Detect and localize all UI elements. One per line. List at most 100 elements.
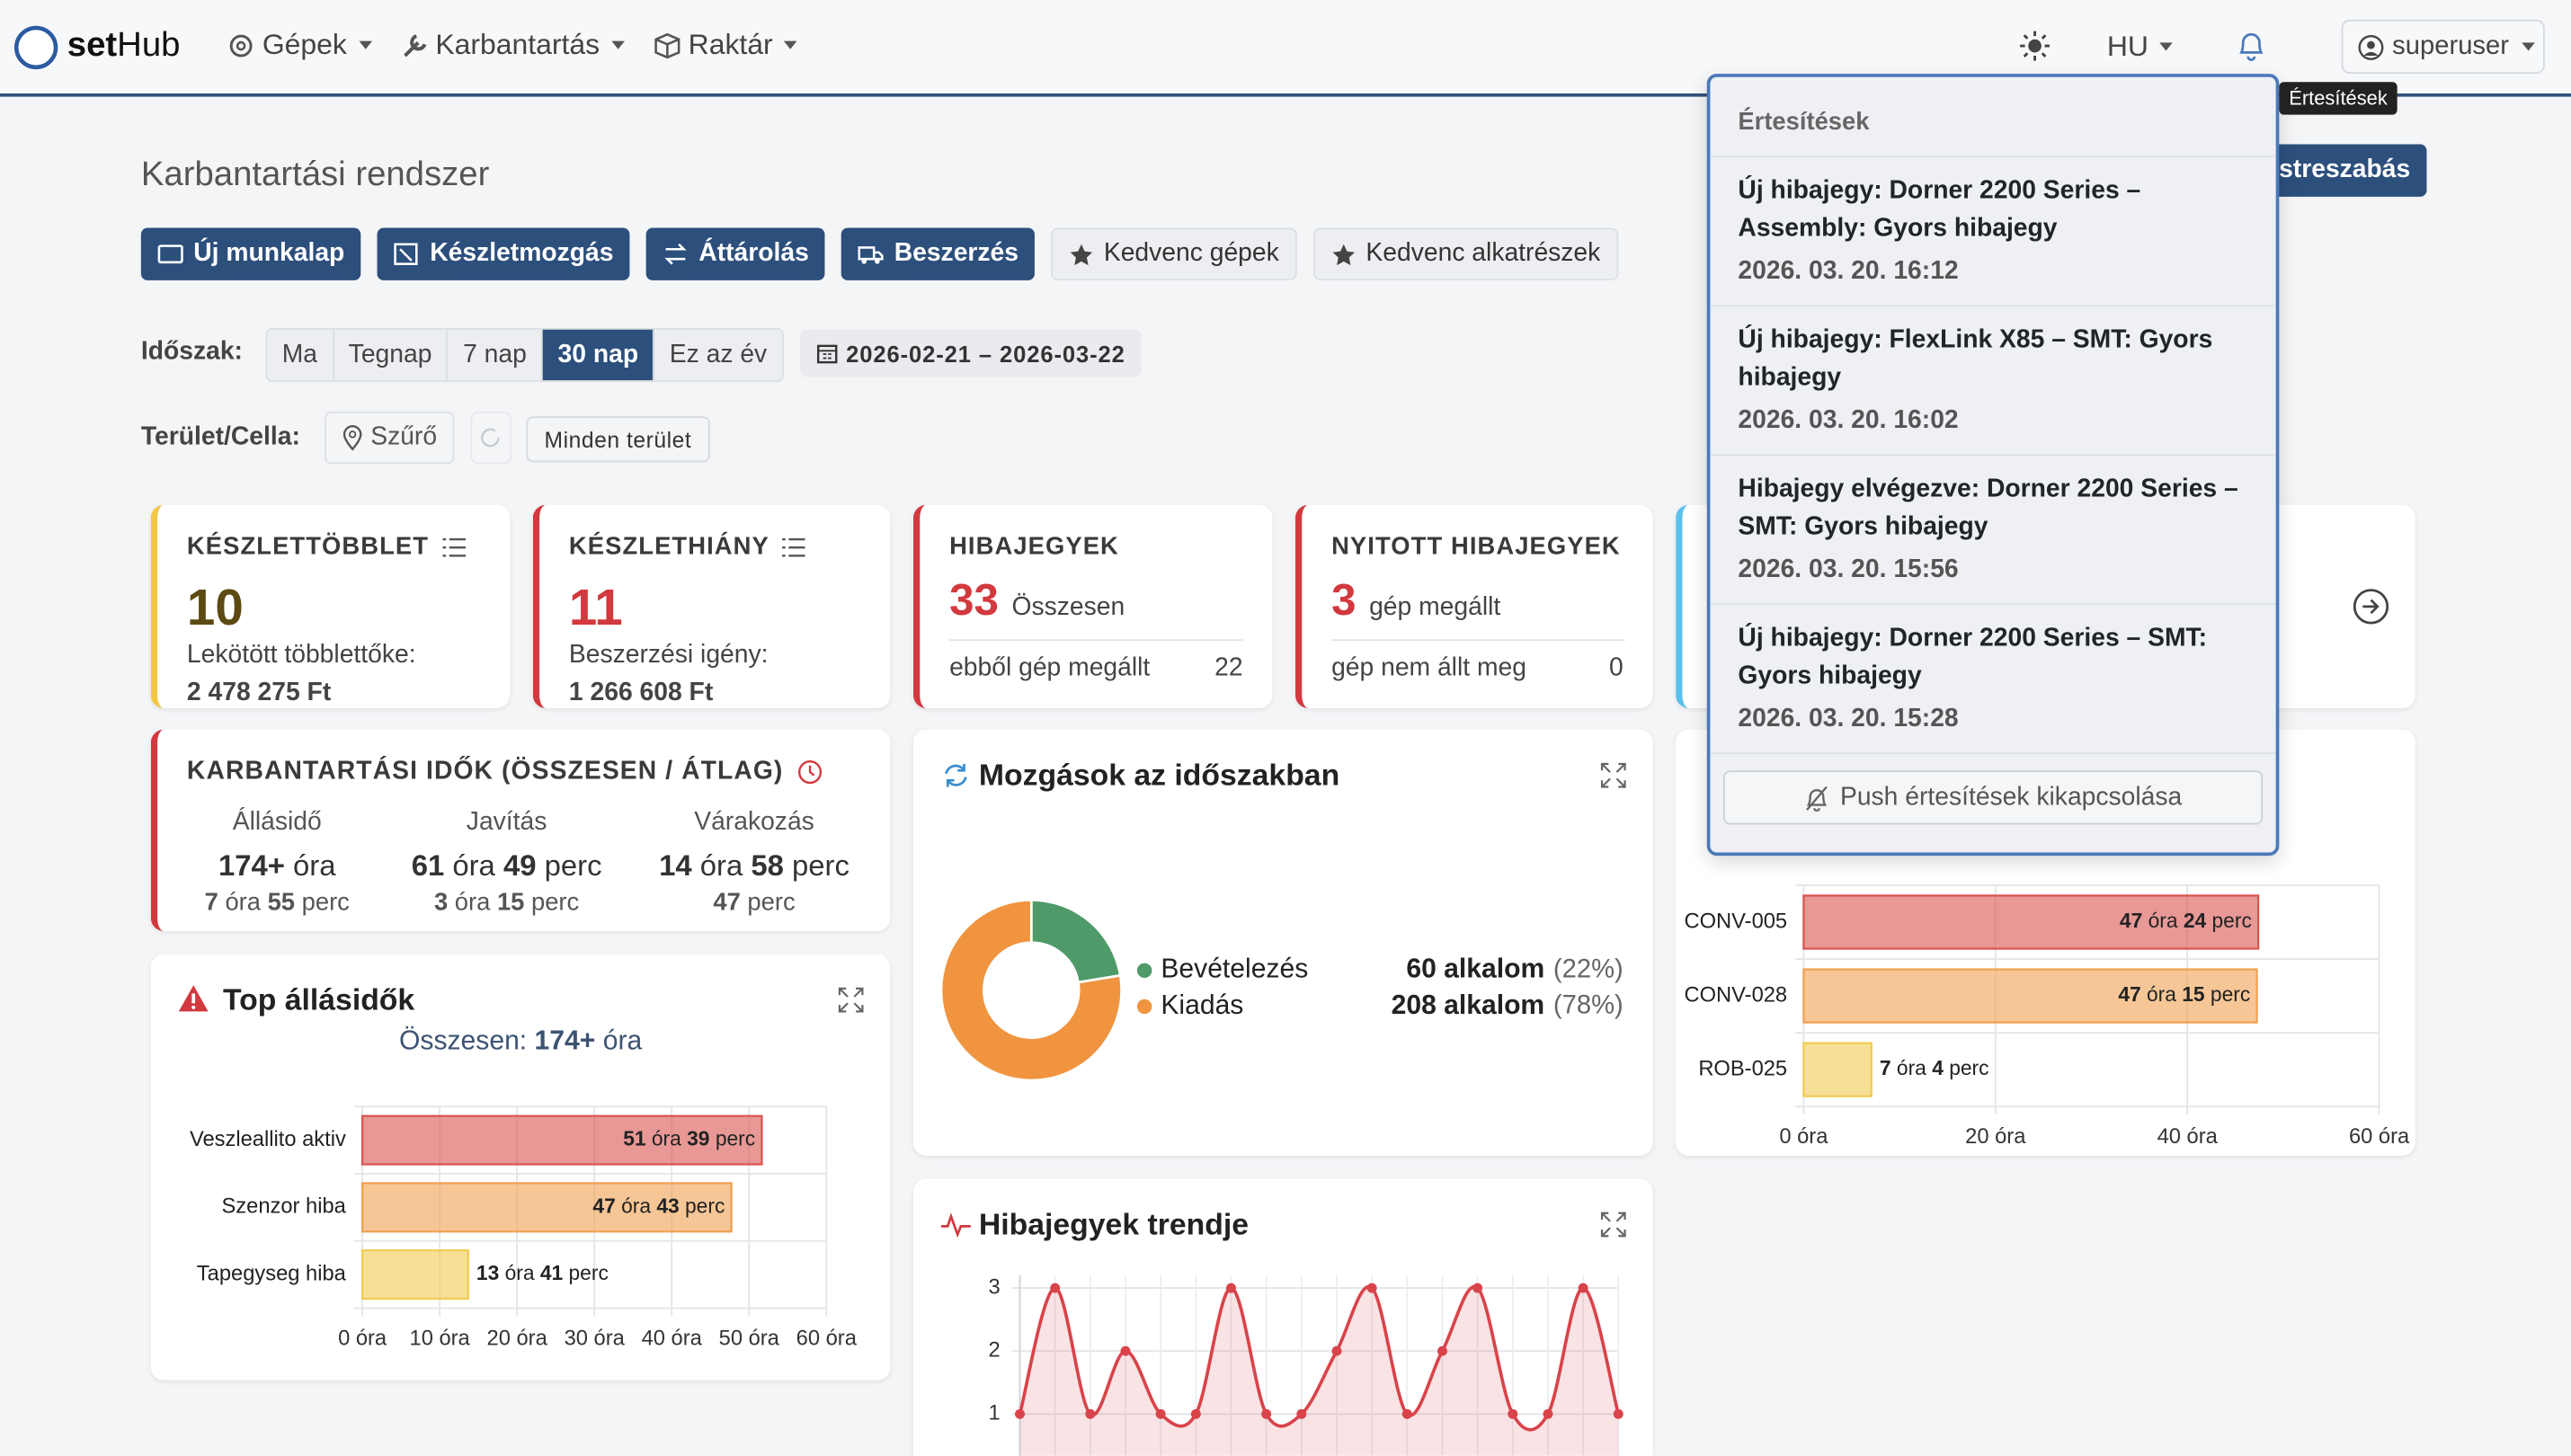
- action-button[interactable]: Beszerzés: [841, 227, 1036, 280]
- card-value-row: 33 Összesen: [949, 575, 1125, 626]
- kpi-card[interactable]: KÉSZLETTÖBBLET 10 Lekötött többlettőke: …: [150, 504, 511, 708]
- maint-total: 174+ óra: [218, 848, 336, 883]
- notifications-dropdown: Értesítések Új hibajegy: Dorner 2200 Ser…: [1706, 74, 2280, 857]
- button-label: Push értesítések kikapcsolása: [1839, 782, 2183, 811]
- notification-item[interactable]: Új hibajegy: Dorner 2200 Series – SMT: G…: [1710, 605, 2276, 755]
- maint-average: 3 óra 15 perc: [433, 888, 580, 917]
- maint-column: Várakozás 14 óra 58 perc 47 perc: [639, 806, 868, 919]
- icon: [945, 763, 967, 787]
- maint-total: 14 óra 58 perc: [659, 848, 850, 883]
- icon: [1806, 785, 1828, 811]
- user-menu[interactable]: superuser: [2341, 19, 2545, 75]
- icon: [394, 243, 418, 265]
- maint-column: Állásidő 174+ óra 7 óra 55 perc: [163, 806, 392, 919]
- button-label: Új munkalap: [193, 239, 345, 268]
- button-label: Beszerzés: [894, 239, 1019, 268]
- action-button[interactable]: Készletmozgás: [377, 227, 630, 280]
- card-value: 11: [568, 578, 623, 636]
- menu-item[interactable]: Gépek: [227, 28, 372, 62]
- area-label: Terület/Cella:: [140, 422, 300, 451]
- maint-average: 47 perc: [713, 888, 796, 917]
- period-option[interactable]: Tegnap: [334, 329, 449, 381]
- icon: [654, 32, 680, 58]
- maint-column: Javítás 61 óra 49 perc 3 óra 15 perc: [392, 806, 621, 919]
- button-label: Kedvenc gépek: [1103, 239, 1279, 268]
- button-label: Kedvenc alkatrészek: [1366, 239, 1601, 268]
- card-title-row: KÉSZLETTÖBBLET: [186, 532, 466, 561]
- maint-total: 61 óra 49 perc: [411, 848, 602, 883]
- action-bar: Új munkalap Készletmozgás Áttárolás Besz…: [140, 227, 1619, 280]
- kpi-card[interactable]: NYITOTT HIBAJEGYEK 3 gép megállt gép nem …: [1294, 504, 1653, 708]
- kpi-card[interactable]: HIBAJEGYEK 33 Összesen ebből gép megállt …: [912, 504, 1273, 708]
- action-button[interactable]: Kedvenc gépek: [1051, 227, 1297, 280]
- period-option[interactable]: 7 nap: [449, 329, 544, 381]
- brand[interactable]: setHub: [67, 26, 181, 66]
- card-unit: gép megállt: [1369, 593, 1501, 622]
- period-option[interactable]: Ma: [267, 329, 334, 381]
- chart-title: Top állásidők: [223, 981, 415, 1017]
- brand-bold: set: [67, 26, 118, 65]
- button-label: Készletmozgás: [430, 239, 614, 268]
- card-label: Beszerzési igény:: [568, 641, 769, 670]
- chart-subtitle: Összesen: 174+ óra: [398, 1025, 643, 1056]
- open-icon[interactable]: [2352, 587, 2391, 626]
- period-option[interactable]: Ez az év: [669, 340, 768, 368]
- maint-average: 7 óra 55 perc: [204, 888, 350, 917]
- menu-item[interactable]: Karbantartás: [399, 28, 625, 62]
- icon: [178, 985, 209, 1012]
- card-title: NYITOTT HIBAJEGYEK: [1331, 532, 1621, 561]
- icon: [229, 33, 253, 57]
- date-range[interactable]: 2026-02-21 – 2026-03-22: [800, 329, 1143, 377]
- card-amount: 2 478 275 Ft: [186, 679, 332, 707]
- button-label: Szűrő: [370, 422, 438, 451]
- icon: [858, 246, 885, 264]
- notification-item[interactable]: Hibajegy elvégezve: Dorner 2200 Series –…: [1710, 456, 2276, 606]
- button-label: Áttárolás: [698, 239, 809, 268]
- icon: [403, 33, 426, 57]
- card-title: HIBAJEGYEK: [949, 532, 1119, 561]
- filter-button[interactable]: Szűrő: [325, 411, 455, 465]
- notification-item[interactable]: Új hibajegy: Dorner 2200 Series – Assemb…: [1710, 157, 2276, 307]
- icon: [940, 1212, 971, 1238]
- card-value: 3: [1331, 575, 1357, 625]
- notification-title: Új hibajegy: FlexLink X85 – SMT: Gyors h…: [1738, 325, 2213, 392]
- icon: [343, 425, 362, 451]
- maint-label: Várakozás: [694, 808, 814, 837]
- card-label: Lekötött többlettőke:: [186, 641, 416, 670]
- icon: [441, 537, 466, 556]
- detail-label: gép nem állt meg: [1331, 653, 1526, 682]
- notification-time: 2026. 03. 20. 16:12: [1738, 257, 1959, 286]
- push-toggle-button[interactable]: Push értesítések kikapcsolása: [1723, 770, 2264, 825]
- expand-icon[interactable]: [1600, 762, 1626, 788]
- action-button[interactable]: Új munkalap: [140, 227, 361, 280]
- menu-label: Karbantartás: [435, 28, 600, 61]
- action-button[interactable]: Kedvenc alkatrészek: [1313, 227, 1619, 280]
- action-button[interactable]: Áttárolás: [645, 227, 826, 280]
- notification-item[interactable]: Új hibajegy: FlexLink X85 – SMT: Gyors h…: [1710, 306, 2276, 457]
- card-title: KÉSZLETTÖBBLET: [186, 532, 430, 561]
- card-unit: Összesen: [1011, 593, 1125, 622]
- maintenance-card: KARBANTARTÁSI IDŐK (ÖSSZESEN / ÁTLAG) Ál…: [150, 729, 891, 932]
- chart-card: Top állásidők Összesen: 174+ óra: [150, 954, 891, 1381]
- expand-icon[interactable]: [838, 987, 864, 1013]
- theme-toggle[interactable]: [2018, 30, 2051, 62]
- card-value: 10: [186, 578, 244, 636]
- navbar: setHub Gépek Karbantartás Raktár HU supe…: [0, 0, 2571, 97]
- notification-title: Hibajegy elvégezve: Dorner 2200 Series –…: [1738, 475, 2238, 541]
- notification-title: Új hibajegy: Dorner 2200 Series – SMT: G…: [1738, 624, 2208, 690]
- kpi-card[interactable]: KÉSZLETHIÁNY 11 Beszerzési igény: 1 266 …: [532, 504, 891, 708]
- period-option[interactable]: 30 nap: [543, 329, 655, 381]
- menu-item[interactable]: Raktár: [653, 28, 798, 62]
- language-switch[interactable]: HU: [2107, 30, 2174, 64]
- expand-icon[interactable]: [1600, 1212, 1626, 1238]
- notifications-bell[interactable]: [2235, 28, 2267, 64]
- area-value[interactable]: Minden terület: [526, 416, 710, 463]
- dropdown-header: Értesítések: [1710, 77, 2276, 158]
- reset-button[interactable]: [470, 411, 512, 465]
- user-name: superuser: [2392, 31, 2509, 60]
- date-text: 2026-02-21 – 2026-03-22: [846, 340, 1125, 367]
- tooltip: Értesítések: [2279, 82, 2398, 115]
- icon: [664, 243, 687, 265]
- detail-label: ebből gép megállt: [949, 653, 1151, 682]
